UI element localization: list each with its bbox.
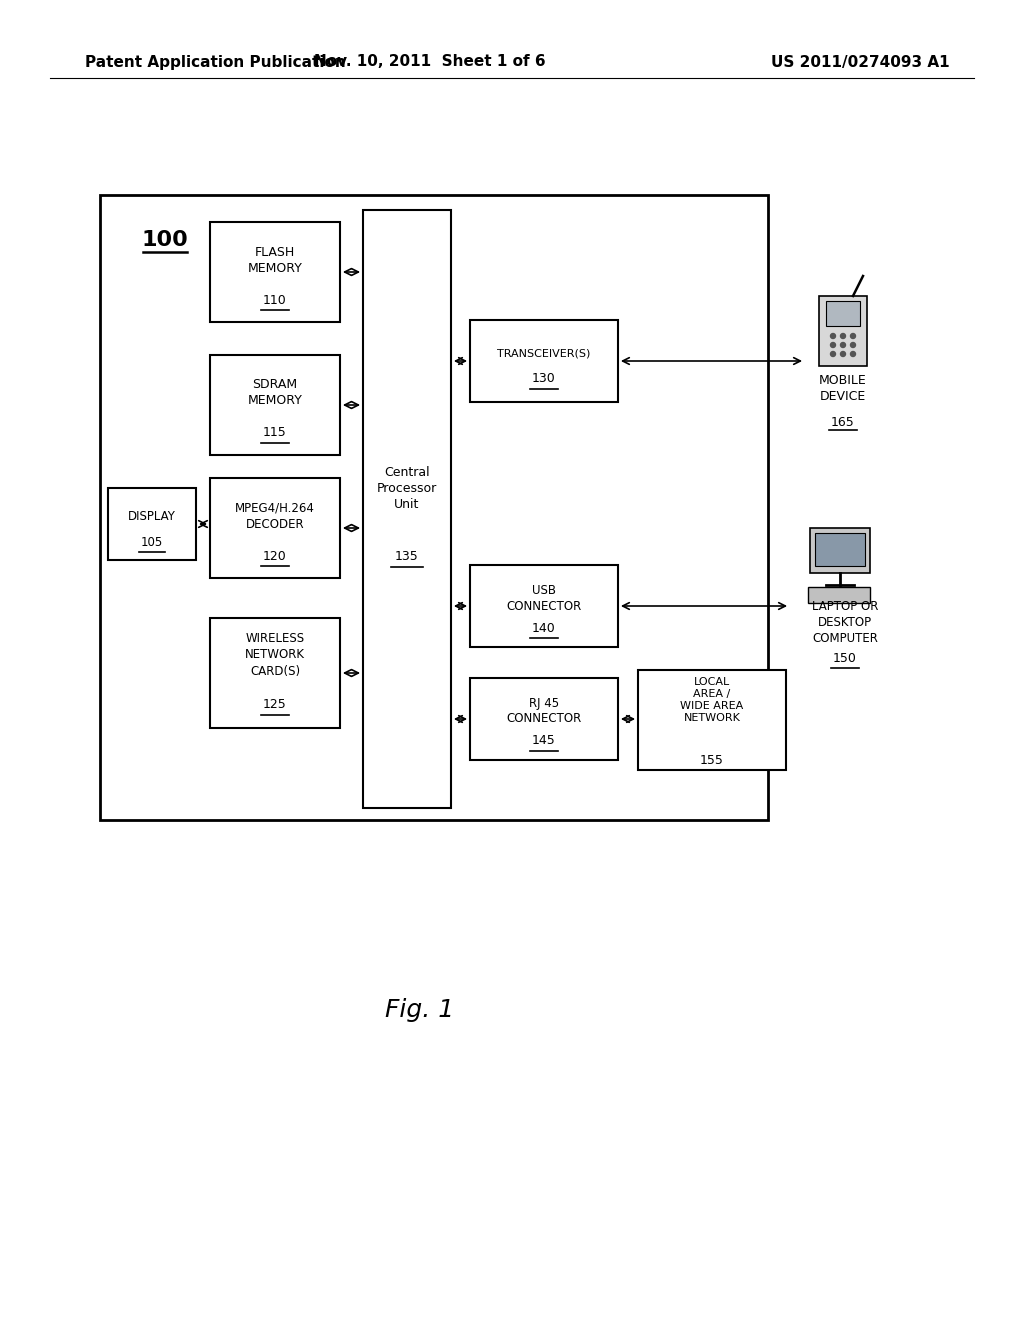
Bar	[362, 210, 451, 808]
Text: 105: 105	[141, 536, 163, 549]
Bar	[470, 678, 618, 760]
Text: 110: 110	[263, 293, 287, 306]
Circle shape	[830, 334, 836, 338]
Bar	[638, 671, 786, 770]
Text: LAPTOP OR
DESKTOP
COMPUTER: LAPTOP OR DESKTOP COMPUTER	[812, 601, 879, 645]
Text: RJ 45
CONNECTOR: RJ 45 CONNECTOR	[507, 697, 582, 726]
Text: Nov. 10, 2011  Sheet 1 of 6: Nov. 10, 2011 Sheet 1 of 6	[314, 54, 546, 70]
Text: 115: 115	[263, 426, 287, 440]
Text: 120: 120	[263, 549, 287, 562]
Circle shape	[841, 334, 846, 338]
Text: TRANSCEIVER(S): TRANSCEIVER(S)	[498, 348, 591, 358]
Text: 145: 145	[532, 734, 556, 747]
Bar	[826, 301, 860, 326]
Circle shape	[851, 342, 855, 347]
Bar	[808, 587, 870, 603]
Circle shape	[841, 342, 846, 347]
Circle shape	[841, 351, 846, 356]
Text: DISPLAY: DISPLAY	[128, 510, 176, 523]
Text: 100: 100	[141, 230, 188, 249]
Bar	[815, 533, 865, 566]
Text: 135: 135	[395, 550, 419, 564]
Bar	[210, 355, 340, 455]
Text: 150: 150	[834, 652, 857, 665]
Text: MOBILE
DEVICE: MOBILE DEVICE	[819, 374, 867, 403]
Bar	[100, 195, 768, 820]
Text: Patent Application Publication: Patent Application Publication	[85, 54, 346, 70]
Bar	[810, 528, 870, 573]
Circle shape	[830, 351, 836, 356]
Text: SDRAM
MEMORY: SDRAM MEMORY	[248, 379, 302, 408]
Bar	[470, 565, 618, 647]
Text: LOCAL
AREA /
WIDE AREA
NETWORK: LOCAL AREA / WIDE AREA NETWORK	[680, 677, 743, 723]
Text: WIRELESS
NETWORK
CARD(S): WIRELESS NETWORK CARD(S)	[245, 632, 305, 677]
Text: 130: 130	[532, 372, 556, 385]
Text: Central
Processor
Unit: Central Processor Unit	[377, 466, 437, 511]
Circle shape	[851, 351, 855, 356]
Text: 165: 165	[831, 416, 855, 429]
Text: Fig. 1: Fig. 1	[385, 998, 455, 1022]
Bar	[819, 296, 867, 366]
Text: FLASH
MEMORY: FLASH MEMORY	[248, 246, 302, 275]
Bar	[108, 488, 196, 560]
Text: US 2011/0274093 A1: US 2011/0274093 A1	[771, 54, 950, 70]
Text: 125: 125	[263, 698, 287, 711]
Text: MPEG4/H.264
DECODER: MPEG4/H.264 DECODER	[236, 502, 315, 531]
Text: 155: 155	[700, 754, 724, 767]
Text: 140: 140	[532, 622, 556, 635]
Text: USB
CONNECTOR: USB CONNECTOR	[507, 583, 582, 612]
Bar	[210, 478, 340, 578]
Bar	[210, 618, 340, 729]
Bar	[210, 222, 340, 322]
Bar	[470, 319, 618, 403]
Circle shape	[830, 342, 836, 347]
Circle shape	[851, 334, 855, 338]
